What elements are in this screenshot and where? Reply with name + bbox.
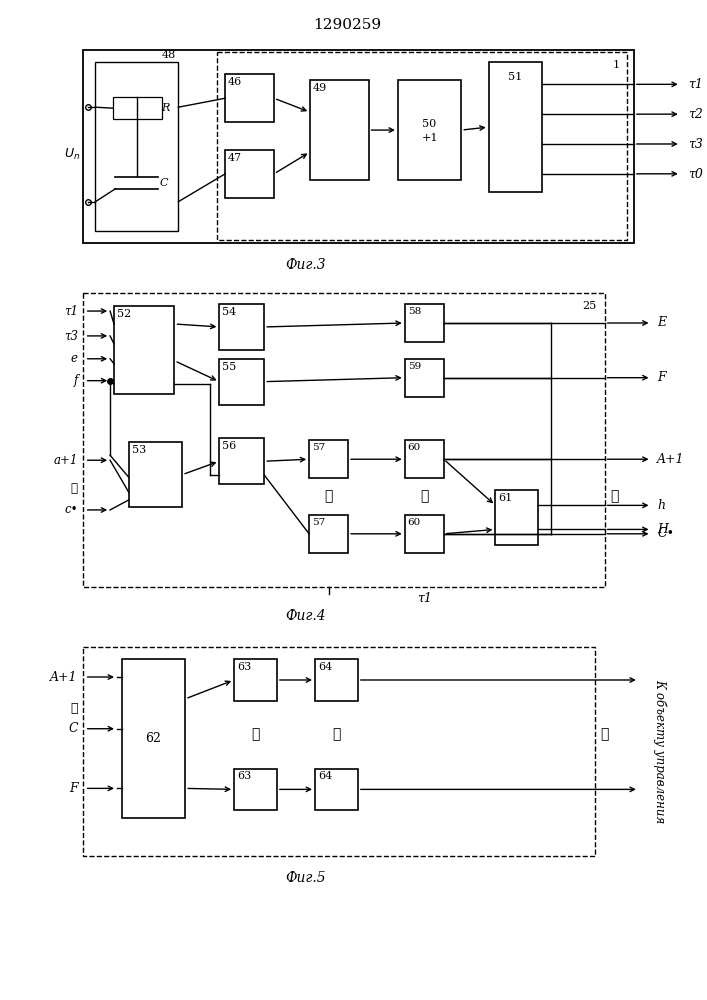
FancyBboxPatch shape: [129, 442, 182, 507]
Text: 55: 55: [222, 362, 237, 372]
Text: A+1: A+1: [658, 453, 685, 466]
FancyBboxPatch shape: [114, 306, 175, 394]
FancyBboxPatch shape: [234, 659, 277, 701]
Text: 60: 60: [408, 518, 421, 527]
Text: 58: 58: [408, 307, 421, 316]
Text: τ0: τ0: [689, 167, 703, 180]
FancyBboxPatch shape: [95, 62, 178, 232]
FancyBboxPatch shape: [226, 74, 274, 122]
Text: C: C: [69, 722, 78, 735]
FancyBboxPatch shape: [315, 768, 358, 810]
Text: $U_n$: $U_n$: [64, 147, 80, 162]
Text: 48: 48: [161, 50, 175, 60]
Text: 51: 51: [508, 72, 522, 82]
Text: E: E: [658, 316, 667, 329]
Text: ⋮: ⋮: [71, 482, 78, 495]
Text: a+1: a+1: [54, 454, 78, 467]
FancyBboxPatch shape: [122, 659, 185, 818]
Text: 53: 53: [132, 445, 146, 455]
Text: 1290259: 1290259: [313, 18, 381, 32]
Text: ⋮: ⋮: [71, 702, 78, 715]
Text: ⋮: ⋮: [420, 490, 428, 504]
Text: τ3: τ3: [64, 329, 78, 342]
Text: 62: 62: [146, 732, 161, 745]
Text: 64: 64: [318, 771, 332, 781]
Text: C•: C•: [658, 527, 674, 540]
Text: f: f: [74, 374, 78, 387]
Text: H: H: [658, 523, 668, 536]
FancyBboxPatch shape: [219, 359, 264, 405]
Text: 57: 57: [312, 443, 325, 452]
Text: 1: 1: [612, 60, 619, 70]
FancyBboxPatch shape: [219, 304, 264, 350]
Text: 52: 52: [117, 309, 132, 319]
FancyBboxPatch shape: [226, 150, 274, 198]
Text: 63: 63: [237, 771, 251, 781]
FancyBboxPatch shape: [404, 359, 444, 397]
Text: +1: +1: [421, 133, 438, 143]
Text: 54: 54: [222, 307, 237, 317]
Text: 47: 47: [228, 153, 243, 163]
FancyBboxPatch shape: [404, 515, 444, 553]
Text: R: R: [161, 103, 170, 113]
Text: τ1: τ1: [64, 305, 78, 318]
FancyBboxPatch shape: [309, 440, 348, 478]
Text: Фиг.5: Фиг.5: [285, 871, 325, 885]
FancyBboxPatch shape: [234, 768, 277, 810]
FancyBboxPatch shape: [315, 659, 358, 701]
Text: 59: 59: [408, 362, 421, 371]
Text: 60: 60: [408, 443, 421, 452]
FancyBboxPatch shape: [404, 440, 444, 478]
FancyBboxPatch shape: [309, 515, 348, 553]
Text: ⋮: ⋮: [325, 490, 333, 504]
Text: ⋮: ⋮: [600, 728, 609, 742]
Text: 46: 46: [228, 77, 243, 87]
Text: Фиг.4: Фиг.4: [285, 609, 325, 623]
Text: 61: 61: [498, 493, 513, 503]
Text: 49: 49: [313, 83, 327, 93]
Text: τ1: τ1: [416, 592, 432, 605]
Text: τ1: τ1: [689, 78, 703, 91]
Text: 50: 50: [422, 119, 437, 129]
Text: ⋮: ⋮: [251, 728, 259, 742]
Text: 56: 56: [222, 441, 237, 451]
Text: e: e: [71, 352, 78, 365]
FancyBboxPatch shape: [398, 80, 461, 180]
Text: τ3: τ3: [689, 137, 703, 150]
Text: τ2: τ2: [689, 108, 703, 121]
Text: h: h: [658, 499, 665, 512]
Text: 25: 25: [583, 301, 597, 311]
Text: 57: 57: [312, 518, 325, 527]
FancyBboxPatch shape: [496, 490, 538, 545]
FancyBboxPatch shape: [404, 304, 444, 342]
FancyBboxPatch shape: [83, 50, 634, 243]
FancyBboxPatch shape: [113, 97, 162, 119]
Text: c•: c•: [64, 503, 78, 516]
FancyBboxPatch shape: [310, 80, 368, 180]
Text: C: C: [160, 178, 168, 188]
FancyBboxPatch shape: [219, 438, 264, 484]
Text: ⋮: ⋮: [610, 490, 619, 504]
Text: Фиг.3: Фиг.3: [285, 258, 325, 272]
Text: ⋮: ⋮: [332, 728, 341, 742]
Text: F: F: [658, 371, 666, 384]
Text: F: F: [69, 782, 78, 795]
Text: 63: 63: [237, 662, 251, 672]
Text: К объекту управления: К объекту управления: [653, 679, 667, 824]
Text: A+1: A+1: [50, 671, 78, 684]
FancyBboxPatch shape: [489, 62, 542, 192]
Text: 64: 64: [318, 662, 332, 672]
